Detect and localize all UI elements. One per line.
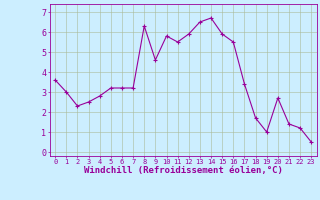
X-axis label: Windchill (Refroidissement éolien,°C): Windchill (Refroidissement éolien,°C) [84,166,283,175]
